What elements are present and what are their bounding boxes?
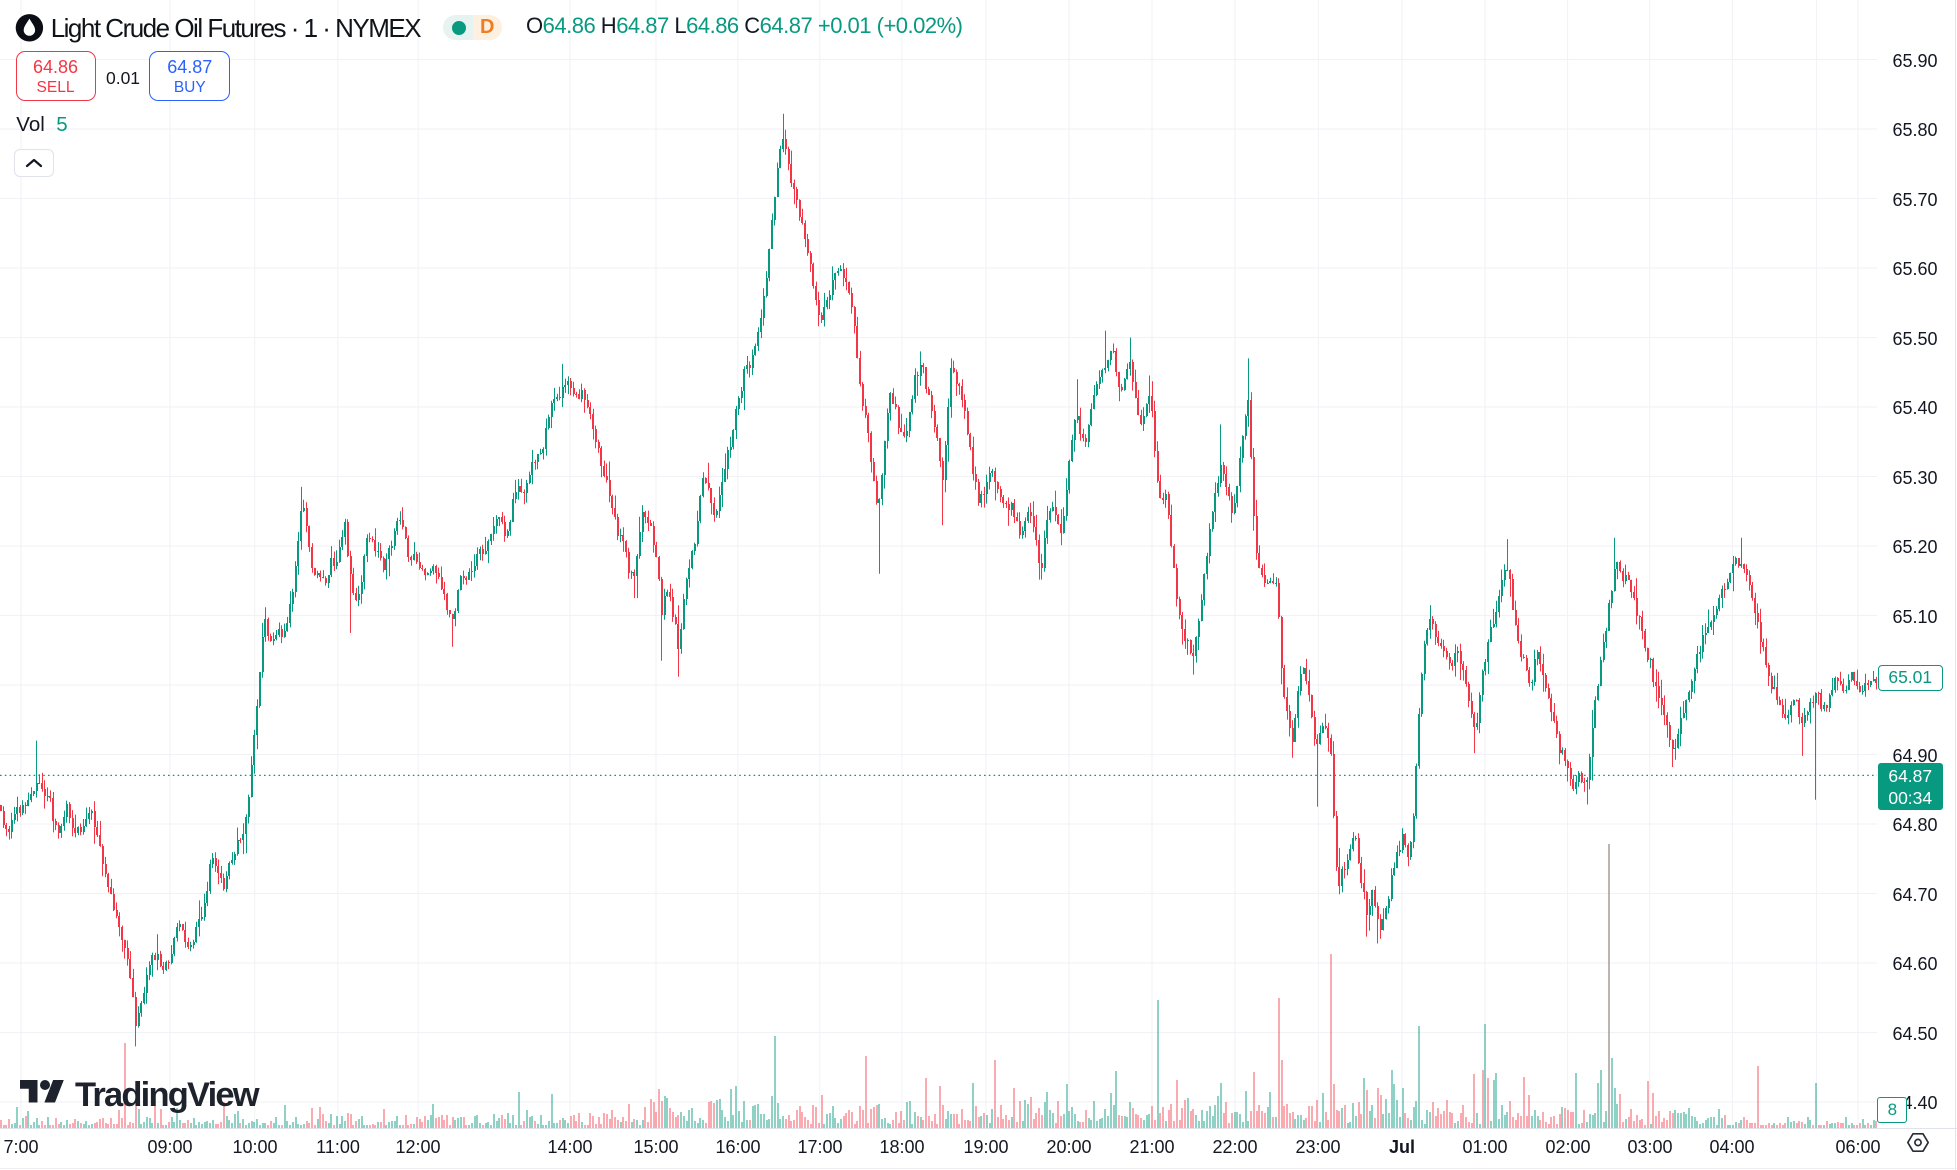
svg-text:TradingView: TradingView (75, 1076, 260, 1114)
